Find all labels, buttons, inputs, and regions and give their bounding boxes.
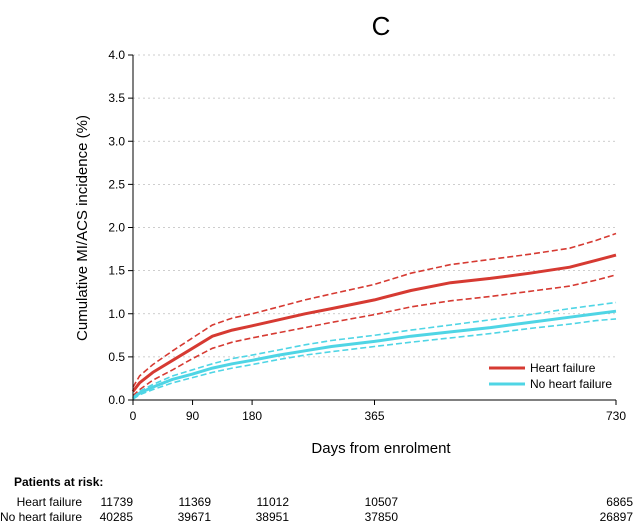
x-tick-label: 365 — [364, 409, 384, 423]
y-tick-label: 3.5 — [108, 91, 125, 105]
y-tick-label: 4.0 — [108, 48, 125, 62]
y-ticks: 0.0 0.5 1.0 1.5 2.0 2.5 3.0 3.5 4.0 — [108, 48, 133, 407]
legend: Heart failure No heart failure — [489, 361, 612, 391]
risk-cell: 10507 — [365, 495, 399, 509]
series-layer — [131, 232, 617, 400]
risk-table-heading: Patients at risk: — [14, 475, 103, 489]
risk-row-label: Heart failure — [17, 495, 83, 509]
legend-label-heart-failure: Heart failure — [530, 361, 596, 375]
y-tick-label: 1.5 — [108, 264, 125, 278]
x-tick-label: 730 — [606, 409, 626, 423]
risk-cell: 38951 — [256, 510, 290, 524]
y-tick-label: 1.0 — [108, 307, 125, 321]
gridlines — [133, 54, 616, 358]
risk-cell: 26897 — [600, 510, 633, 524]
series-heart-failure-ci-lower — [132, 274, 617, 397]
series-heart-failure-line — [131, 253, 617, 393]
x-tick-label: 90 — [186, 409, 200, 423]
risk-cell: 39671 — [178, 510, 212, 524]
series-heart-failure-ci-upper — [132, 232, 617, 388]
risk-cell: 11739 — [101, 495, 134, 509]
y-tick-label: 2.0 — [108, 221, 125, 235]
chart-title: C — [372, 11, 391, 41]
y-axis-label: Cumulative MI/ACS incidence (%) — [74, 115, 91, 341]
y-tick-label: 0.0 — [108, 393, 125, 407]
risk-cell: 40285 — [100, 510, 134, 524]
x-tick-label: 0 — [130, 409, 137, 423]
y-tick-label: 3.0 — [108, 134, 125, 148]
risk-cell: 11369 — [179, 495, 212, 509]
x-axis-label: Days from enrolment — [311, 440, 451, 457]
y-tick-label: 2.5 — [108, 177, 125, 191]
legend-label-no-heart-failure: No heart failure — [530, 377, 612, 391]
risk-cell: 6865 — [606, 495, 633, 509]
risk-table: Heart failure 11739 11369 11012 10507 6865 No … — [0, 495, 633, 524]
risk-cell: 11012 — [257, 495, 290, 509]
series-no-heart-failure-ci-upper — [132, 301, 617, 398]
series-no-heart-failure-line — [132, 309, 617, 400]
risk-row-label: No heart failure — [0, 510, 82, 524]
risk-cell: 37850 — [365, 510, 399, 524]
x-ticks: 0 90 180 365 730 — [130, 400, 626, 423]
y-tick-label: 0.5 — [108, 350, 125, 364]
x-tick-label: 180 — [242, 409, 262, 423]
